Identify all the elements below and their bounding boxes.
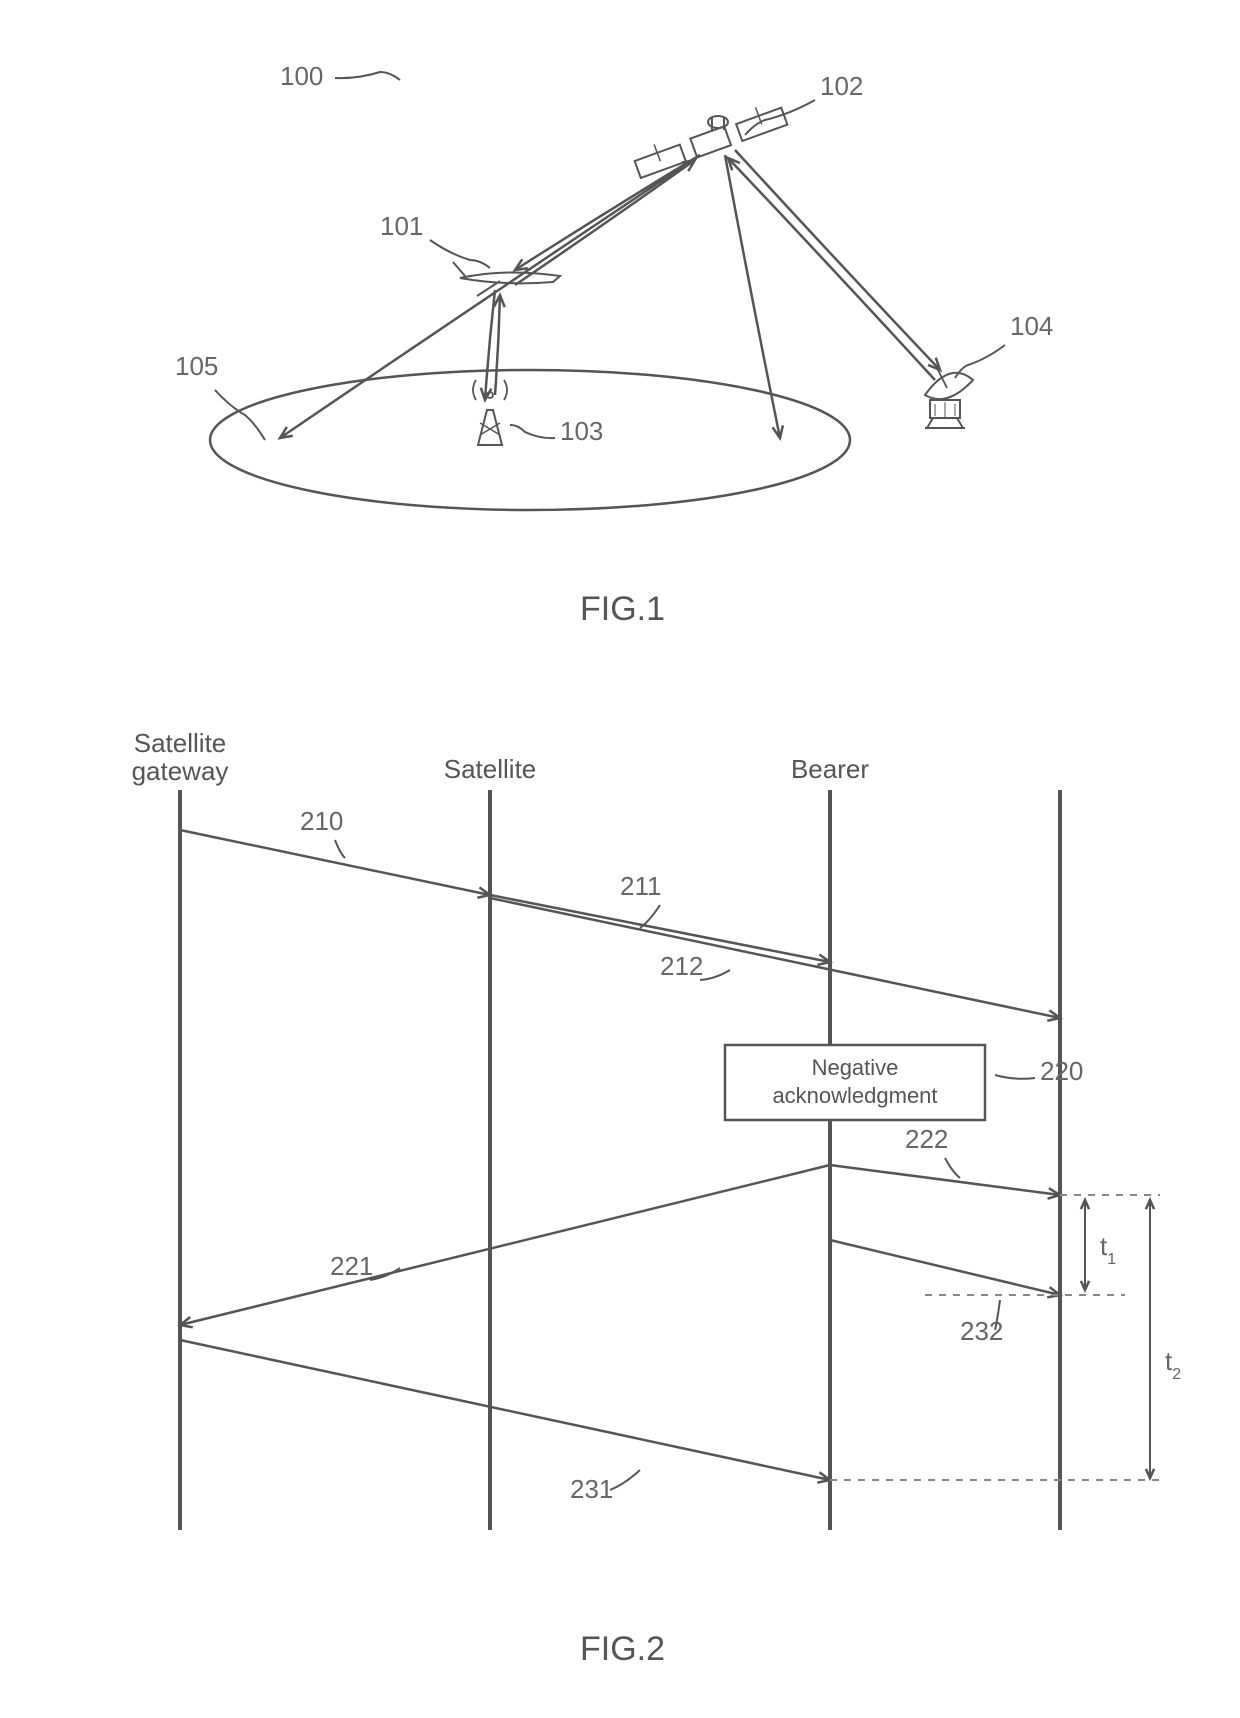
- svg-text:211: 211: [620, 871, 661, 901]
- svg-text:Negative: Negative: [812, 1055, 899, 1080]
- svg-text:102: 102: [820, 71, 863, 101]
- svg-text:Satellite: Satellite: [134, 728, 227, 758]
- svg-text:221: 221: [330, 1251, 373, 1281]
- diagram-svg: 100102101105103104SatellitegatewaySatell…: [0, 0, 1240, 1718]
- svg-text:220: 220: [1040, 1056, 1083, 1086]
- fig1-caption: FIG.1: [580, 590, 665, 629]
- svg-text:acknowledgment: acknowledgment: [772, 1083, 937, 1108]
- svg-text:t1: t1: [1100, 1231, 1116, 1268]
- svg-text:212: 212: [660, 951, 703, 981]
- svg-text:101: 101: [380, 211, 423, 241]
- svg-text:222: 222: [905, 1124, 948, 1154]
- fig2-caption: FIG.2: [580, 1630, 665, 1669]
- svg-text:100: 100: [280, 61, 323, 91]
- page-stage: 100102101105103104SatellitegatewaySatell…: [0, 0, 1240, 1718]
- svg-text:104: 104: [1010, 311, 1053, 341]
- svg-text:Satellite: Satellite: [444, 754, 537, 784]
- svg-text:105: 105: [175, 351, 218, 381]
- svg-text:t2: t2: [1165, 1346, 1181, 1383]
- svg-text:Bearer: Bearer: [791, 754, 869, 784]
- svg-text:103: 103: [560, 416, 603, 446]
- svg-text:210: 210: [300, 806, 343, 836]
- svg-text:gateway: gateway: [132, 756, 229, 786]
- svg-text:231: 231: [570, 1474, 613, 1504]
